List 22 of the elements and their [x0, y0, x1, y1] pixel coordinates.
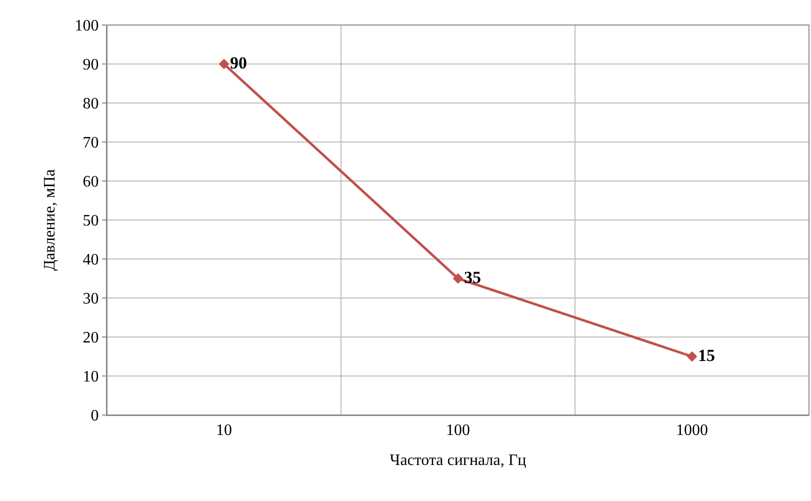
- y-tick-label: 30: [82, 290, 99, 308]
- data-label: 15: [698, 346, 715, 365]
- y-axis-title: Давление, мПа: [42, 169, 59, 271]
- x-tick-label: 10: [216, 422, 232, 440]
- y-tick-label: 0: [90, 408, 99, 425]
- y-tick-label: 80: [82, 96, 99, 113]
- data-label: 90: [230, 53, 247, 72]
- y-tick-label: 10: [82, 368, 99, 386]
- data-label: 35: [464, 268, 481, 287]
- y-tick-label: 70: [82, 134, 99, 152]
- point: [218, 58, 230, 70]
- y-tick-label: 20: [82, 330, 99, 347]
- y-tick-label: 50: [82, 212, 99, 230]
- point: [452, 273, 464, 284]
- x-tick-label: 1000: [676, 422, 708, 440]
- y-tick-label: 60: [82, 174, 99, 191]
- y-tick-label: 100: [74, 18, 99, 35]
- point: [686, 351, 698, 362]
- y-tick-label: 40: [82, 252, 99, 269]
- x-tick-label: 100: [446, 422, 470, 440]
- x-axis-title: Частота сигнала, Гц: [390, 452, 527, 469]
- y-tick-label: 90: [82, 56, 99, 74]
